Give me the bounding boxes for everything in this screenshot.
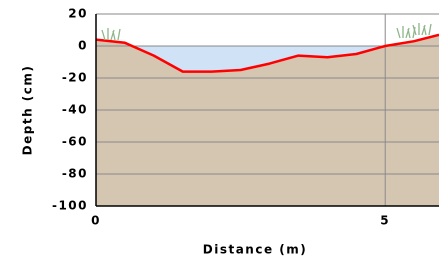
y-axis-label: Depth (cm) <box>21 65 35 156</box>
y-tick-label: 20 <box>68 7 88 21</box>
y-tick-label: -60 <box>62 135 88 149</box>
chart: Depth (cm) Distance (m) 20 0 -20 -40 -60 -80 -… <box>0 0 439 268</box>
y-tick-label: 0 <box>78 39 88 53</box>
grass-icon <box>397 26 415 38</box>
y-tick-label: -100 <box>52 199 88 213</box>
y-tick-label: -20 <box>62 71 88 85</box>
x-tick-label: 0 <box>91 214 101 228</box>
y-tick-label: -40 <box>62 103 88 117</box>
y-tick-label: -80 <box>62 167 88 181</box>
grass-icon <box>413 23 431 35</box>
x-tick-label: 5 <box>380 214 390 228</box>
page: {"chart_data": {"type": "area", "x_label… <box>0 0 439 268</box>
grass-icon <box>102 28 120 40</box>
x-axis-label: Distance (m) <box>203 243 308 257</box>
